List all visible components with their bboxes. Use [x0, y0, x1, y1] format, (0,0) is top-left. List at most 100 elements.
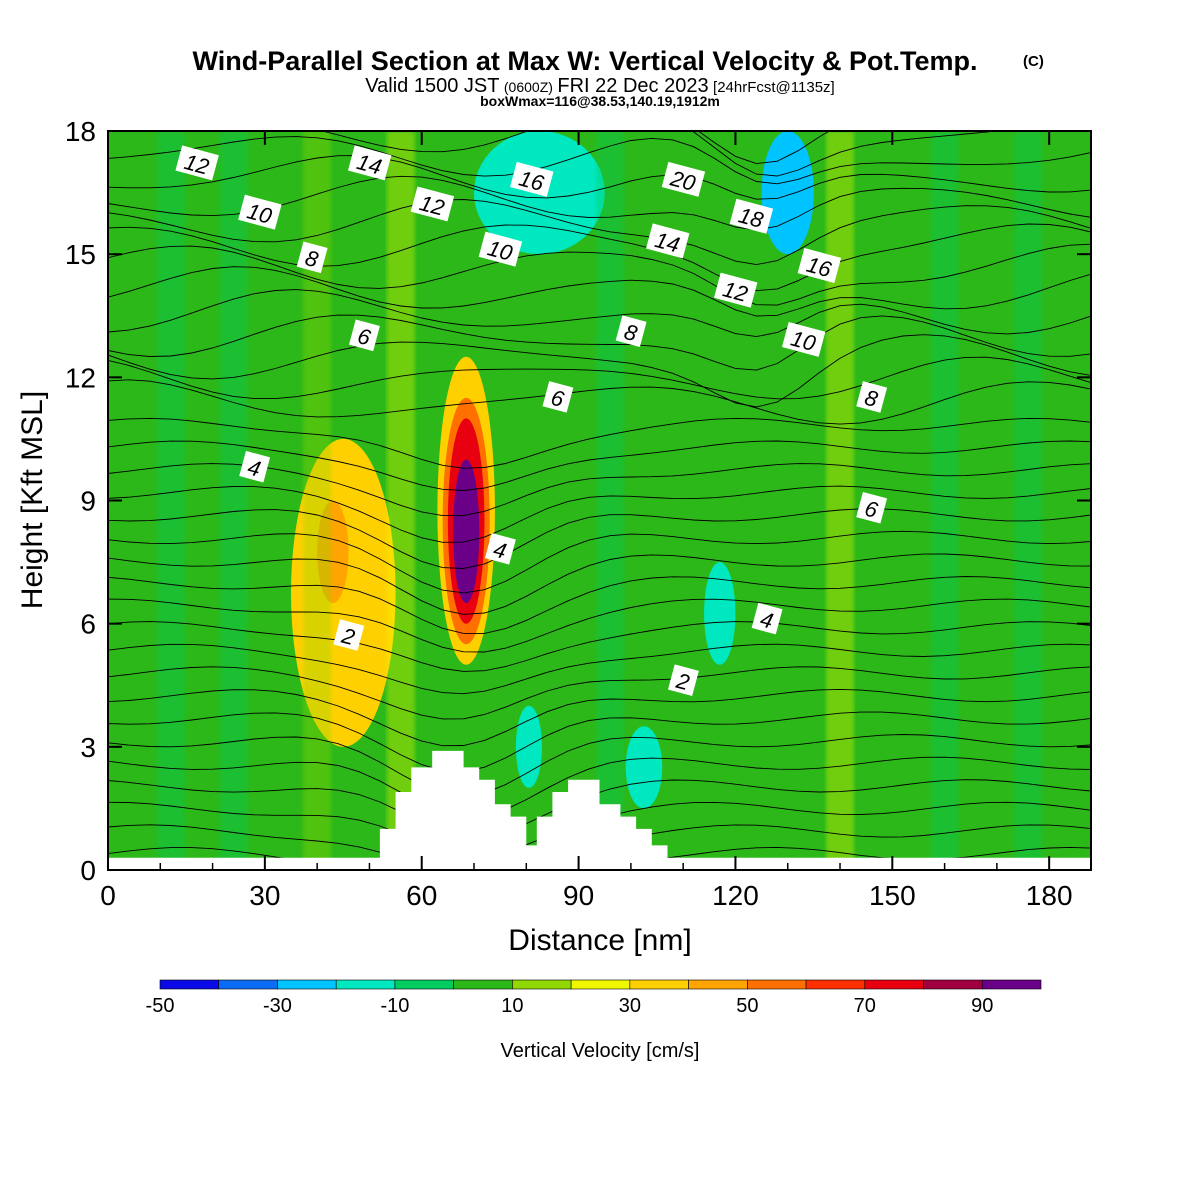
- velocity-band-6: [930, 131, 959, 870]
- colorbar-swatch-3: [335, 979, 396, 990]
- colorbar-swatch-1: [218, 979, 278, 990]
- theta-contour-14: [108, 530, 1091, 594]
- colorbar-swatch-14: [981, 979, 1042, 990]
- velocity-band-3: [386, 131, 415, 870]
- colorbar-swatch-12: [864, 979, 924, 990]
- velocity-band-2: [303, 131, 332, 870]
- theta-contour-5: [108, 734, 1091, 797]
- contour-label-19: 4: [484, 533, 516, 565]
- velocity-band-0: [156, 131, 185, 870]
- theta-contour-31: [108, 136, 1091, 185]
- colorbar-tick-2: -10: [380, 995, 409, 1017]
- contour-label-2: 16: [510, 161, 554, 197]
- y-tick-label-5: 15: [65, 239, 96, 270]
- contour-label-9: 8: [296, 241, 328, 274]
- theta-contour-27: [108, 223, 1091, 292]
- theta-contour-21: [108, 356, 1091, 400]
- contour-label-0: 12: [175, 145, 219, 181]
- theta-contour-16: [108, 485, 1091, 543]
- y-axis: 0 3 6 9 12 15 18: [65, 116, 1091, 886]
- theta-contour-15: [108, 508, 1091, 569]
- contour-label-22: 2: [667, 664, 699, 696]
- colorbar-tick-3: 10: [501, 995, 523, 1017]
- y-tick-label-2: 6: [80, 609, 96, 640]
- y-axis-label: Height [Kft MSL]: [16, 391, 49, 609]
- theta-contour-7: [108, 688, 1091, 747]
- velocity-bands: [156, 131, 1043, 870]
- colorbar-swatch-4: [394, 979, 454, 990]
- contour-label-21: 2: [333, 619, 365, 651]
- colorbar-swatch-7: [570, 979, 631, 990]
- y-tick-label-3: 9: [80, 486, 96, 517]
- theta-contour-26: [108, 243, 1091, 306]
- contour-label-8: 10: [478, 231, 523, 267]
- x-tick-label-0: 0: [100, 880, 116, 911]
- contour-label-11: 12: [713, 272, 758, 308]
- colorbar-swatch-11: [805, 979, 866, 990]
- svg-text:2: 2: [673, 668, 692, 696]
- x-tick-label-5: 150: [869, 880, 916, 911]
- colorbar-swatch-6: [512, 979, 572, 990]
- theta-contour-12: [108, 576, 1091, 634]
- x-tick-label-4: 120: [712, 880, 759, 911]
- colorbar-tick-6: 70: [854, 995, 876, 1017]
- svg-text:2: 2: [338, 623, 357, 651]
- theta-contour-25: [108, 266, 1091, 317]
- y-tick-label-1: 3: [80, 732, 96, 763]
- theta-contour-30: [108, 155, 1091, 200]
- contour-label-18: 6: [856, 491, 888, 524]
- theta-contour-18: [108, 440, 1091, 491]
- chart-title-mark: (C): [1023, 53, 1044, 70]
- colorbar-swatch-8: [629, 979, 689, 990]
- contour-label-1: 14: [347, 145, 392, 181]
- colorbar-swatch-5: [453, 979, 513, 990]
- chart-title: Wind-Parallel Section at Max W: Vertical…: [193, 46, 978, 76]
- theta-contour-8: [108, 666, 1091, 720]
- colorbar-tick-7: 90: [971, 995, 993, 1017]
- colorbar-swatch-9: [688, 979, 748, 990]
- x-axis: 0 30 60 90 120 150 180: [100, 131, 1073, 911]
- colorbar-tick-4: 30: [619, 995, 641, 1017]
- contour-label-16: 8: [856, 381, 888, 413]
- colorbar-label: Vertical Velocity [cm/s]: [501, 1040, 700, 1062]
- colorbar-swatch-10: [747, 979, 807, 990]
- velocity-band-5: [826, 131, 855, 870]
- colorbar-tick-5: 50: [736, 995, 758, 1017]
- x-tick-label-2: 60: [406, 880, 437, 911]
- y-tick-label-0: 0: [80, 855, 96, 886]
- contour-label-10: 16: [797, 248, 842, 283]
- velocity-band-1: [219, 131, 248, 870]
- subtitle-valid: Valid 1500 JST: [365, 75, 499, 97]
- y-tick-label-4: 12: [65, 362, 96, 393]
- y-tick-label-6: 18: [65, 116, 96, 147]
- x-tick-label-6: 180: [1026, 880, 1073, 911]
- theta-contour-24: [108, 289, 1091, 338]
- colorbar-tick-1: -30: [263, 995, 292, 1017]
- theta-contour-28: [108, 199, 1091, 266]
- contour-label-13: 8: [615, 315, 647, 347]
- colorbar-swatch-2: [277, 979, 337, 990]
- velocity-cell-8: [625, 726, 663, 809]
- colorbar-swatch-13: [923, 979, 983, 990]
- velocity-cell-10: [761, 131, 814, 255]
- subtitle-date: FRI 22 Dec 2023: [557, 75, 708, 97]
- theta-contour-6: [108, 711, 1091, 773]
- terrain: [108, 750, 1091, 870]
- velocity-cell-6: [704, 562, 736, 665]
- velocity-band-4: [595, 131, 624, 870]
- contour-label-20: 4: [751, 602, 783, 635]
- colorbar-tick-0: -50: [146, 995, 175, 1017]
- contour-label-6: 18: [729, 198, 774, 234]
- contour-label-5: 12: [410, 186, 455, 222]
- subtitle-zulu: (0600Z): [504, 79, 553, 95]
- theta-contour-17: [108, 463, 1091, 517]
- theta-contour-11: [108, 598, 1091, 653]
- theta-contour-4: [108, 756, 1091, 818]
- x-tick-label-1: 30: [249, 880, 280, 911]
- contour-label-7: 14: [646, 223, 690, 259]
- chart-subtitle-2: boxWmax=116@38.53,140.19,1912m: [480, 93, 720, 109]
- velocity-cell-5: [453, 459, 480, 604]
- theta-contour-32: [320, 131, 1002, 177]
